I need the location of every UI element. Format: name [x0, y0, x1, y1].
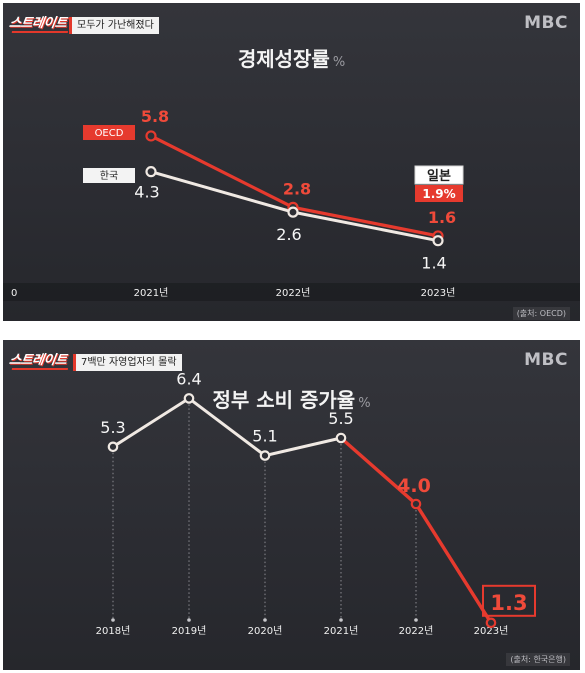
data-label: 6.4: [176, 369, 201, 388]
source-note: (출처: OECD): [512, 307, 570, 320]
data-label: 5.1: [252, 427, 277, 446]
x-tick-label: 2021년: [324, 625, 359, 637]
data-point: [335, 432, 347, 444]
japan-annotation-box: [414, 165, 464, 185]
x-tick-dot: [339, 618, 343, 622]
x-tick-label: 2020년: [248, 625, 283, 637]
x-tick-label: 2018년: [96, 625, 131, 637]
source-note: (출처: 한국은행): [506, 653, 570, 666]
oecd-data-label: 5.8: [141, 107, 169, 126]
gov-consumption-panel: 스트레이트 7백만 자영업자의 몰락 MBC 정부 소비 증가율% 2018년 2…: [3, 340, 580, 670]
x-axis-band: [3, 283, 580, 301]
korea-data-point: [432, 235, 444, 247]
korea-data-label: 1.4: [421, 254, 446, 273]
data-point: [485, 617, 497, 629]
gdp-growth-panel: 스트레이트 모두가 가난해졌다 MBC 경제성장률% 0 2021년 2022년 20…: [3, 3, 580, 321]
x-tick-label: 2021년: [134, 287, 169, 299]
japan-annotation-value: 1.9%: [422, 187, 455, 201]
oecd-legend-label: OECD: [95, 128, 124, 139]
x-tick-label: 2023년: [421, 287, 456, 299]
final-value-box: [482, 584, 536, 617]
japan-annotation-label: 일본: [427, 169, 451, 184]
oecd-data-point: [145, 130, 157, 142]
broadcaster-logo: MBC: [524, 13, 568, 33]
episode-subtitle: 모두가 가난해졌다: [69, 17, 159, 34]
chart-title: 정부 소비 증가율%: [3, 384, 580, 413]
chart-title-unit: %: [332, 55, 346, 70]
x-tick-dot: [187, 618, 191, 622]
x-tick-dot: [414, 618, 418, 622]
korea-data-point: [145, 166, 157, 178]
data-label-highlight: 4.0: [397, 475, 431, 497]
gov-consumption-chart: 2018년 2019년 2020년 2021년 2022년 2023년 5.3 6.4 5.1 5…: [96, 369, 536, 637]
y-zero-label: 0: [11, 288, 17, 299]
x-tick-dot: [263, 618, 267, 622]
x-tick-label: 2022년: [399, 625, 434, 637]
oecd-legend-tag: [83, 125, 135, 140]
x-tick-label: 2019년: [172, 625, 207, 637]
x-tick-label: 2022년: [276, 287, 311, 299]
oecd-data-label: 2.8: [283, 179, 311, 198]
japan-annotation-value-box: [415, 185, 463, 202]
korea-data-label: 4.3: [134, 183, 159, 202]
korea-data-point: [287, 206, 299, 218]
korea-legend-label: 한국: [100, 170, 118, 182]
oecd-data-label: 1.6: [428, 208, 456, 227]
data-point: [183, 393, 195, 404]
gdp-growth-chart: 0 2021년 2022년 2023년 5.8 2.8 1.6 4.3 2.6 1.4 OECD 한국…: [3, 107, 580, 301]
data-point: [259, 450, 271, 461]
korea-data-label: 2.6: [276, 225, 301, 244]
chart-title: 경제성장률%: [3, 43, 580, 72]
series-line-normal: [112, 396, 342, 458]
data-point: [410, 498, 422, 510]
chart-title-text: 정부 소비 증가율: [212, 388, 356, 412]
x-tick-dot: [111, 618, 115, 622]
chart-title-unit: %: [358, 396, 371, 411]
chart-title-text: 경제성장률: [237, 47, 330, 71]
episode-subtitle: 7백만 자영업자의 몰락: [73, 354, 182, 371]
x-tick-label: 2023년: [474, 625, 509, 637]
data-label: 5.3: [100, 418, 125, 437]
broadcaster-logo: MBC: [524, 350, 568, 370]
data-point: [107, 441, 119, 453]
korea-legend-tag: [83, 168, 135, 183]
final-value-label: 1.3: [490, 591, 527, 615]
data-label: 5.5: [328, 409, 353, 428]
